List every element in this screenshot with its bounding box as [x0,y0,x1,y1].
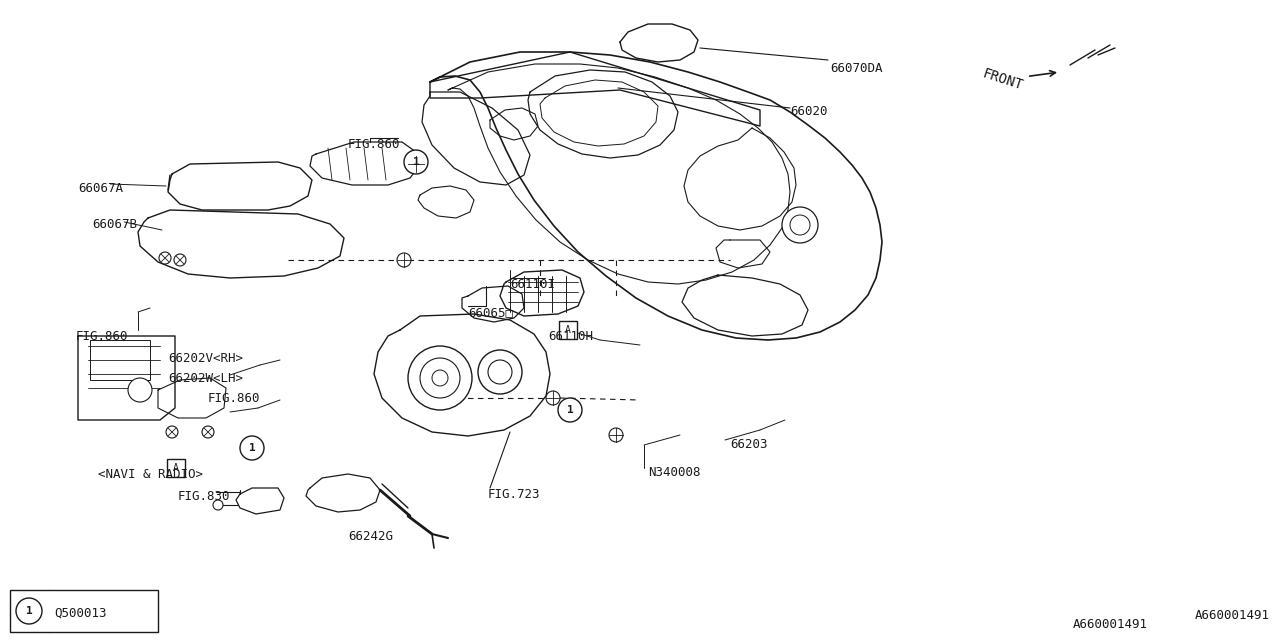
Circle shape [408,156,424,172]
Text: 1: 1 [412,157,420,167]
Text: A660001491: A660001491 [1196,609,1270,622]
Text: 66110H: 66110H [548,330,593,343]
Circle shape [202,426,214,438]
Text: 1: 1 [26,606,32,616]
Circle shape [558,398,582,422]
Circle shape [488,360,512,384]
Text: 66110I: 66110I [509,278,556,291]
Circle shape [159,252,172,264]
Circle shape [433,370,448,386]
Text: A: A [173,463,179,473]
Bar [90,340,150,380]
Circle shape [241,436,264,460]
Text: 66065□: 66065□ [468,306,513,319]
Bar [10,590,157,632]
Circle shape [609,428,623,442]
Circle shape [420,358,460,398]
Text: <NAVI & RADIO>: <NAVI & RADIO> [99,468,204,481]
Circle shape [404,150,428,174]
Text: 66203: 66203 [730,438,768,451]
Text: FIG.860: FIG.860 [207,392,261,405]
Text: 66202W<LH>: 66202W<LH> [168,372,243,385]
Circle shape [174,254,186,266]
Text: FRONT: FRONT [980,67,1056,93]
Circle shape [782,207,818,243]
Circle shape [166,426,178,438]
Text: 66067A: 66067A [78,182,123,195]
Text: FIG.723: FIG.723 [488,488,540,501]
Text: 66070DA: 66070DA [829,62,882,75]
Circle shape [477,350,522,394]
Bar [166,459,186,477]
Text: A660001491: A660001491 [1073,618,1148,631]
Text: 66020: 66020 [790,105,827,118]
Text: 66242G: 66242G [348,530,393,543]
Text: 66067B: 66067B [92,218,137,231]
Circle shape [212,500,223,510]
Circle shape [547,391,561,405]
Circle shape [397,253,411,267]
Circle shape [15,598,42,624]
Text: FIG.860: FIG.860 [76,330,128,343]
Text: 1: 1 [567,405,573,415]
Text: 66202V<RH>: 66202V<RH> [168,352,243,365]
Circle shape [790,215,810,235]
Text: Q500013: Q500013 [54,607,106,620]
Circle shape [408,346,472,410]
Text: FIG.860: FIG.860 [348,138,401,151]
Text: A: A [564,325,571,335]
Circle shape [128,378,152,402]
Text: N340008: N340008 [648,466,700,479]
Text: FIG.830: FIG.830 [178,490,230,503]
Bar [559,321,577,339]
Text: 1: 1 [248,443,256,453]
